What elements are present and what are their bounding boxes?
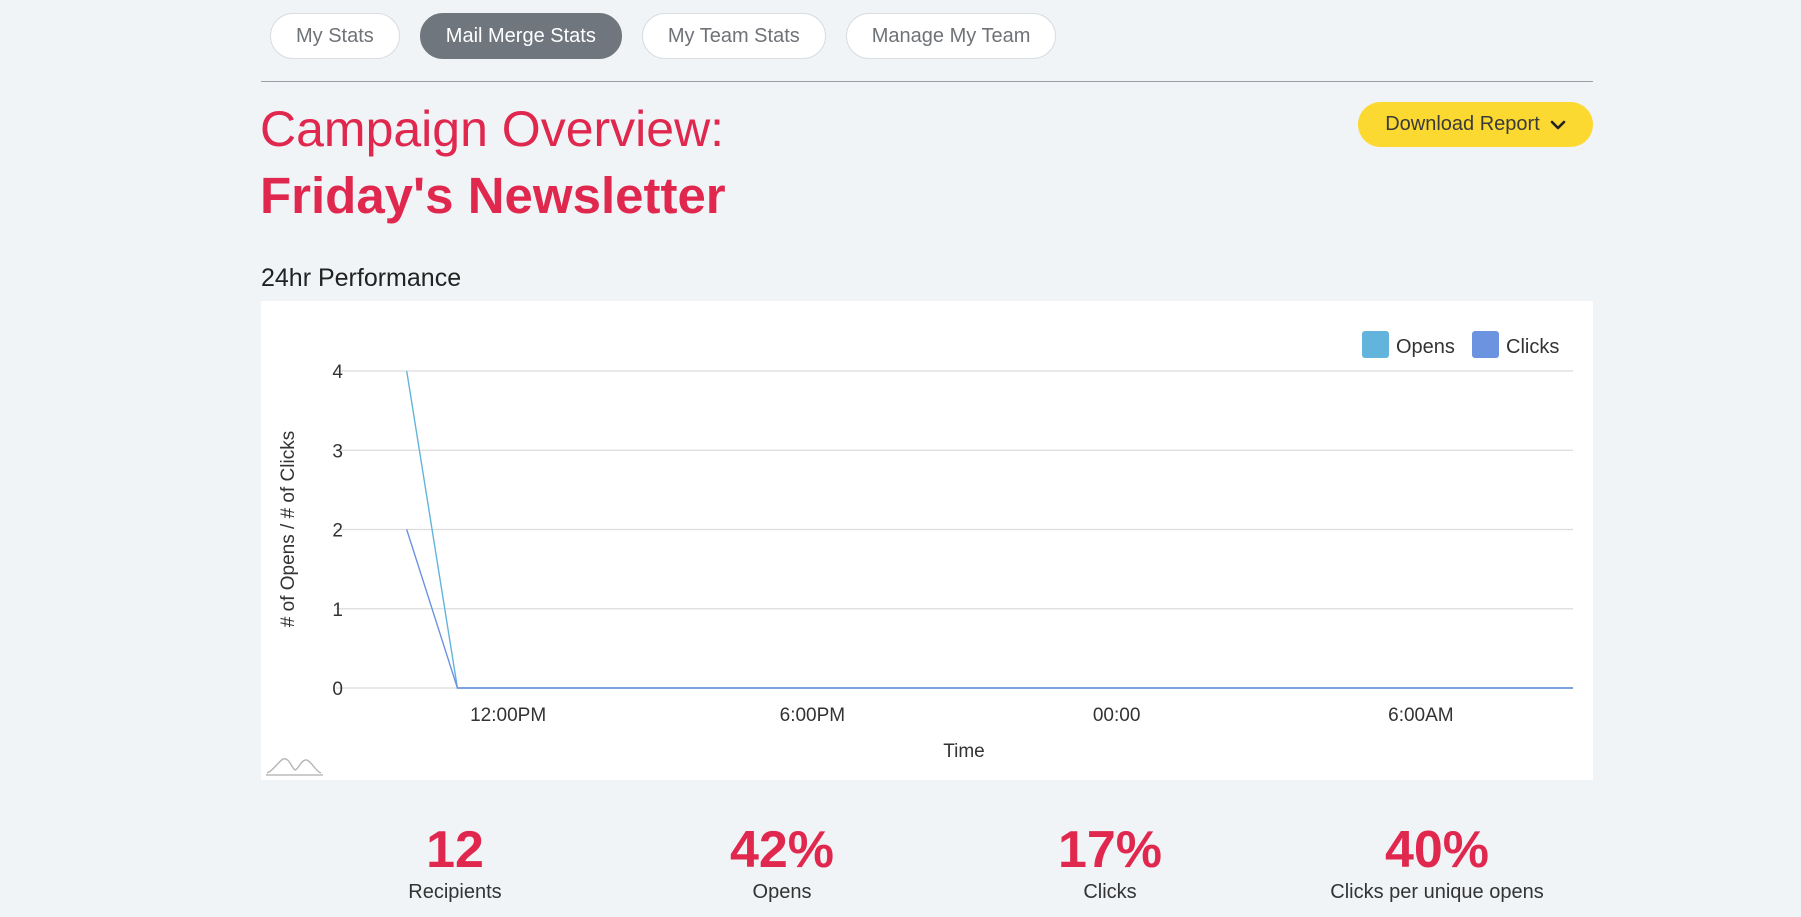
x-tick-label: 6:00PM — [780, 705, 845, 726]
tab-my-stats[interactable]: My Stats — [270, 13, 400, 59]
series-line-clicks — [406, 529, 1573, 689]
y-tick-label: 0 — [332, 679, 343, 700]
stat-value: 12 — [426, 821, 484, 879]
stat-label: Clicks per unique opens — [1330, 881, 1544, 903]
chart-logo-icon — [266, 758, 323, 776]
tab-my-team-stats[interactable]: My Team Stats — [641, 13, 826, 59]
download-report-label: Download Report — [1385, 113, 1540, 135]
x-tick-label: 00:00 — [1093, 705, 1141, 726]
legend-label: Opens — [1396, 336, 1455, 358]
legend-label: Clicks — [1506, 336, 1559, 358]
stat-value: 42% — [729, 821, 835, 879]
campaign-name: Friday's Newsletter — [260, 167, 726, 224]
x-tick-label: 6:00AM — [1388, 705, 1453, 726]
stat-value: 40% — [1384, 821, 1490, 879]
chevron-down-icon — [1550, 120, 1566, 129]
page-title: Campaign Overview: — [260, 101, 725, 157]
y-tick-label: 4 — [332, 362, 343, 383]
x-tick-label: 12:00PM — [470, 705, 546, 726]
tab-mail-merge-stats[interactable]: Mail Merge Stats — [419, 13, 622, 59]
performance-title: 24hr Performance — [261, 264, 462, 292]
stat-clicks-per-unique-opens: 40% Clicks per unique opens — [1297, 820, 1577, 904]
y-tick-label: 2 — [332, 521, 343, 542]
stat-clicks: 17% Clicks — [970, 820, 1250, 904]
stat-label: Recipients — [408, 881, 502, 903]
legend-swatch — [1472, 331, 1499, 358]
y-axis-label: # of Opens / # of Clicks — [278, 431, 299, 627]
y-tick-label: 1 — [332, 600, 343, 621]
stat-opens: 42% Opens — [642, 820, 922, 904]
legend-item-opens[interactable]: Opens — [1362, 331, 1455, 358]
legend-item-clicks[interactable]: Clicks — [1472, 331, 1559, 358]
stat-label: Clicks — [1083, 881, 1137, 903]
stat-label: Opens — [752, 881, 812, 903]
stat-recipients: 12 Recipients — [315, 820, 595, 904]
performance-chart: 0 1 2 3 4 12:00PM 6:00PM 00:00 6:00AM Opens Clic… — [266, 331, 1573, 776]
performance-chart-panel: 0 1 2 3 4 12:00PM 6:00PM 00:00 6:00AM Opens Clic… — [261, 301, 1593, 780]
y-tick-label: 3 — [332, 441, 343, 462]
divider — [261, 81, 1593, 82]
download-report-button[interactable]: Download Report — [1358, 102, 1593, 147]
stat-value: 17% — [1057, 821, 1163, 879]
tab-manage-my-team[interactable]: Manage My Team — [845, 13, 1057, 59]
x-axis-label: Time — [943, 741, 985, 762]
stats-summary: 12 Recipients 42% Opens 17% Clicks 40% C… — [261, 820, 1593, 917]
stats-tabs: My Stats Mail Merge Stats My Team Stats … — [270, 13, 1057, 59]
legend-swatch — [1362, 331, 1389, 358]
